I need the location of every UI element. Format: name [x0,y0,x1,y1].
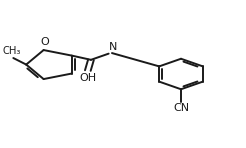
Text: OH: OH [79,73,96,83]
Text: O: O [40,37,49,47]
Text: N: N [109,42,118,52]
Text: CH₃: CH₃ [3,46,21,56]
Text: CN: CN [173,103,189,113]
